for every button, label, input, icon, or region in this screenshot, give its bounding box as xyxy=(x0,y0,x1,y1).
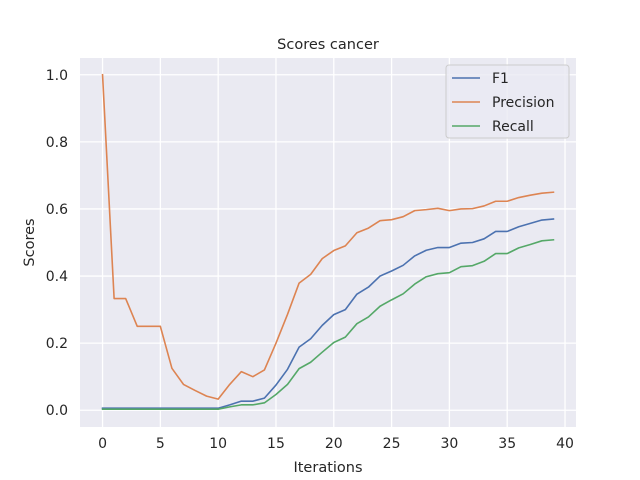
x-tick-label: 0 xyxy=(98,436,107,452)
y-tick-label: 0.4 xyxy=(46,269,68,285)
x-tick-labels: 0 5 10 15 20 25 30 35 40 xyxy=(98,436,574,452)
series-lines xyxy=(101,73,555,411)
x-tick-label: 15 xyxy=(267,436,285,452)
x-tick-label: 10 xyxy=(209,436,227,452)
legend-label-precision: Precision xyxy=(492,95,554,111)
y-tick-labels: 0.0 0.2 0.4 0.6 0.8 1.0 xyxy=(46,68,68,419)
x-tick-label: 5 xyxy=(156,436,165,452)
x-tick-label: 30 xyxy=(440,436,458,452)
x-tick-label: 35 xyxy=(498,436,516,452)
series-line-recall xyxy=(101,238,555,411)
series-line-precision xyxy=(101,73,555,400)
y-tick-label: 0.8 xyxy=(46,135,68,151)
chart-title: Scores cancer xyxy=(277,37,379,53)
x-tick-label: 20 xyxy=(325,436,343,452)
x-axis-label: Iterations xyxy=(293,460,362,476)
x-tick-label: 25 xyxy=(383,436,401,452)
x-tick-label: 40 xyxy=(556,436,574,452)
legend-label-f1: F1 xyxy=(492,71,509,87)
y-tick-label: 0.2 xyxy=(46,336,68,352)
y-axis-label: Scores xyxy=(22,218,38,266)
y-tick-label: 0.0 xyxy=(46,403,68,419)
legend-label-recall: Recall xyxy=(492,119,534,135)
legend: F1 Precision Recall xyxy=(445,64,570,139)
y-tick-label: 0.6 xyxy=(46,202,68,218)
y-tick-label: 1.0 xyxy=(46,68,68,84)
series-line-f1 xyxy=(101,218,555,410)
legend-box xyxy=(445,64,570,139)
